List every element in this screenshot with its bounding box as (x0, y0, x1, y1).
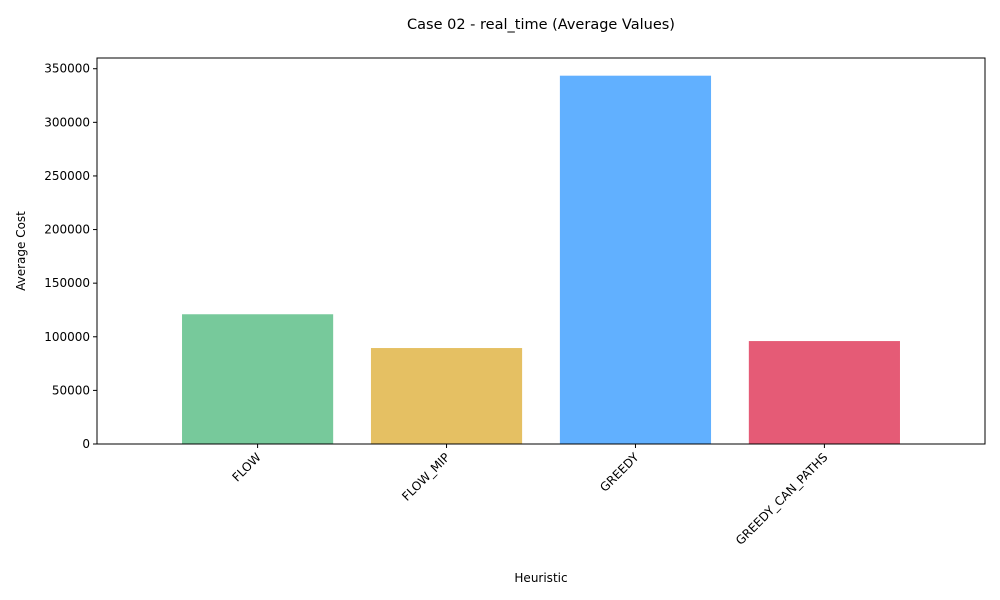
y-tick-label: 250000 (44, 169, 90, 183)
chart-title: Case 02 - real_time (Average Values) (407, 17, 675, 33)
bars-group (182, 75, 900, 445)
x-tick-label: FLOW_MIP (399, 450, 452, 503)
y-tick-label: 50000 (52, 383, 90, 397)
bar-flow (182, 314, 334, 444)
x-axis-label: Heuristic (514, 571, 567, 585)
x-axis: FLOW FLOW_MIP GREEDY GREEDY_CAN_PATHS (229, 444, 831, 548)
y-tick-label: 150000 (44, 276, 90, 290)
y-tick-label: 350000 (44, 62, 90, 76)
bar-greedy (559, 75, 712, 445)
plot-frame (96, 57, 986, 445)
y-tick-label: 100000 (44, 330, 90, 344)
bar-flow-mip (370, 348, 523, 444)
x-tick-label: FLOW (229, 450, 263, 484)
y-tick-label: 0 (82, 437, 90, 451)
x-tick-label: GREEDY_CAN_PATHS (733, 450, 831, 548)
x-tick-label: GREEDY (597, 450, 642, 495)
y-axis-label: Average Cost (14, 211, 28, 291)
y-axis: 0 50000 100000 150000 200000 250000 300000 3500… (44, 62, 97, 451)
y-tick-label: 200000 (44, 223, 90, 237)
bar-greedy-can-paths (748, 341, 900, 444)
y-tick-label: 300000 (44, 115, 90, 129)
